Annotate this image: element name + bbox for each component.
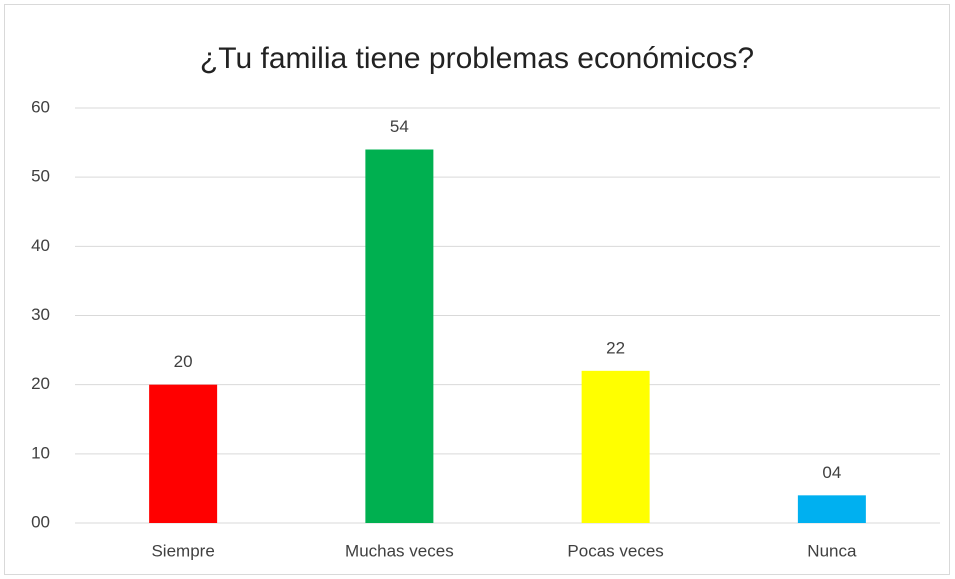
y-tick-label: 10 bbox=[31, 443, 50, 462]
y-tick-label: 40 bbox=[31, 236, 50, 255]
y-tick-label: 20 bbox=[31, 374, 50, 393]
y-tick-label: 50 bbox=[31, 167, 50, 186]
y-tick-label: 00 bbox=[31, 512, 50, 531]
y-tick-label: 30 bbox=[31, 305, 50, 324]
bar bbox=[797, 495, 866, 523]
bar bbox=[365, 149, 434, 523]
x-tick-label: Nunca bbox=[807, 541, 857, 560]
y-tick-label: 60 bbox=[31, 97, 50, 116]
bar bbox=[149, 384, 218, 523]
x-tick-label: Siempre bbox=[151, 541, 214, 560]
data-label: 22 bbox=[606, 338, 625, 357]
chart-border bbox=[4, 4, 950, 575]
data-label: 20 bbox=[174, 352, 193, 371]
data-label: 04 bbox=[822, 463, 841, 482]
x-tick-label: Muchas veces bbox=[345, 541, 454, 560]
x-tick-label: Pocas veces bbox=[567, 541, 663, 560]
bar bbox=[581, 370, 650, 523]
chart-title: ¿Tu familia tiene problemas económicos? bbox=[200, 42, 754, 75]
data-label: 54 bbox=[390, 117, 409, 136]
